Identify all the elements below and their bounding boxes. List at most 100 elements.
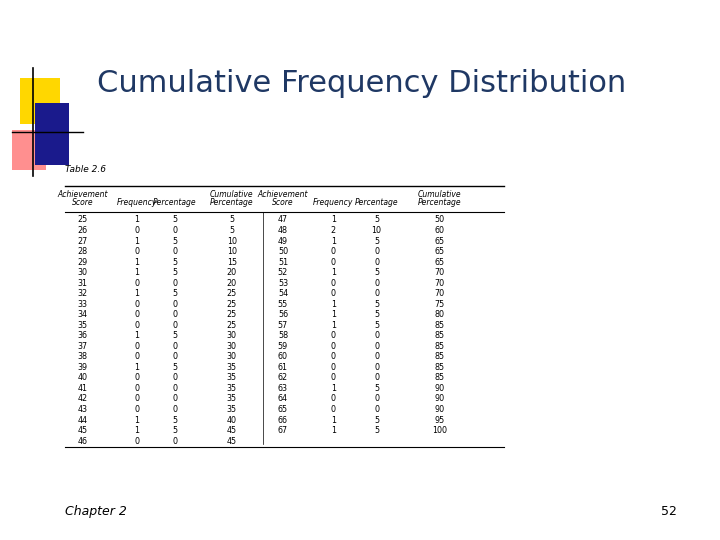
- Text: 44: 44: [78, 416, 88, 424]
- Text: 48: 48: [278, 226, 288, 235]
- Text: 0: 0: [374, 247, 379, 256]
- Text: 49: 49: [278, 237, 288, 246]
- Text: 60: 60: [278, 353, 288, 361]
- Text: 80: 80: [434, 310, 444, 319]
- Text: 20: 20: [227, 268, 237, 277]
- Text: Cumulative Frequency Distribution: Cumulative Frequency Distribution: [97, 69, 626, 98]
- Text: 70: 70: [434, 268, 444, 277]
- Text: 90: 90: [434, 384, 444, 393]
- Text: 0: 0: [135, 279, 139, 288]
- Text: 85: 85: [434, 342, 444, 351]
- Text: Frequency: Frequency: [117, 198, 157, 207]
- Text: 2: 2: [330, 226, 336, 235]
- Text: 55: 55: [278, 300, 288, 309]
- Text: 0: 0: [374, 405, 379, 414]
- Text: 1: 1: [135, 416, 139, 424]
- Text: 25: 25: [227, 321, 237, 330]
- Text: 0: 0: [331, 374, 336, 382]
- Text: 1: 1: [135, 289, 139, 298]
- Bar: [35, 103, 69, 165]
- Text: 10: 10: [227, 247, 237, 256]
- Text: 70: 70: [434, 289, 444, 298]
- Text: 5: 5: [172, 237, 178, 246]
- Text: 50: 50: [434, 215, 444, 225]
- Text: 51: 51: [278, 258, 288, 267]
- Text: 0: 0: [173, 436, 177, 446]
- Text: 0: 0: [331, 363, 336, 372]
- Text: 5: 5: [374, 384, 379, 393]
- Text: 0: 0: [331, 342, 336, 351]
- Text: 5: 5: [374, 416, 379, 424]
- Text: 10: 10: [227, 237, 237, 246]
- Text: 0: 0: [173, 405, 177, 414]
- Text: 0: 0: [374, 363, 379, 372]
- Text: Percentage: Percentage: [355, 198, 398, 207]
- Text: 1: 1: [331, 384, 336, 393]
- Text: 0: 0: [173, 384, 177, 393]
- Text: 85: 85: [434, 363, 444, 372]
- Text: 0: 0: [173, 300, 177, 309]
- Text: 30: 30: [227, 353, 237, 361]
- Text: 65: 65: [434, 237, 444, 246]
- Text: 0: 0: [173, 226, 177, 235]
- Text: Score: Score: [72, 198, 94, 207]
- Text: 0: 0: [331, 289, 336, 298]
- Text: 5: 5: [172, 416, 178, 424]
- Text: 1: 1: [135, 426, 139, 435]
- Text: 0: 0: [173, 394, 177, 403]
- Text: 25: 25: [227, 300, 237, 309]
- Text: Percentage: Percentage: [210, 198, 253, 207]
- Text: 61: 61: [278, 363, 288, 372]
- Text: 40: 40: [227, 416, 237, 424]
- Text: 85: 85: [434, 332, 444, 340]
- Text: 35: 35: [227, 384, 237, 393]
- Text: 63: 63: [278, 384, 288, 393]
- Text: 0: 0: [135, 353, 139, 361]
- Text: 5: 5: [172, 332, 178, 340]
- Text: 95: 95: [434, 416, 444, 424]
- Text: 1: 1: [331, 268, 336, 277]
- Text: 37: 37: [78, 342, 88, 351]
- Text: 10: 10: [372, 226, 382, 235]
- Text: 1: 1: [135, 363, 139, 372]
- Text: 58: 58: [278, 332, 288, 340]
- Bar: [12, 130, 46, 170]
- Text: 85: 85: [434, 353, 444, 361]
- Text: 5: 5: [172, 363, 178, 372]
- Text: 5: 5: [172, 215, 178, 225]
- Text: 100: 100: [432, 426, 446, 435]
- Text: 1: 1: [135, 268, 139, 277]
- Text: 90: 90: [434, 394, 444, 403]
- Text: 0: 0: [374, 394, 379, 403]
- Text: 47: 47: [278, 215, 288, 225]
- Text: 28: 28: [78, 247, 88, 256]
- Text: 5: 5: [374, 426, 379, 435]
- Text: 45: 45: [227, 436, 237, 446]
- Text: 52: 52: [661, 505, 677, 518]
- Text: 33: 33: [78, 300, 88, 309]
- Text: 0: 0: [135, 321, 139, 330]
- Text: 0: 0: [135, 405, 139, 414]
- Text: 5: 5: [172, 268, 178, 277]
- Text: 34: 34: [78, 310, 88, 319]
- Text: 32: 32: [78, 289, 88, 298]
- Text: 39: 39: [78, 363, 88, 372]
- Text: 0: 0: [173, 279, 177, 288]
- Text: 0: 0: [135, 310, 139, 319]
- Text: 0: 0: [173, 247, 177, 256]
- Text: 1: 1: [331, 416, 336, 424]
- Text: 45: 45: [227, 426, 237, 435]
- Text: 0: 0: [173, 321, 177, 330]
- Text: 35: 35: [227, 363, 237, 372]
- Text: 0: 0: [374, 353, 379, 361]
- Text: 50: 50: [278, 247, 288, 256]
- Text: 43: 43: [78, 405, 88, 414]
- Text: 5: 5: [229, 215, 235, 225]
- Text: 65: 65: [278, 405, 288, 414]
- Text: 52: 52: [278, 268, 288, 277]
- Text: 30: 30: [227, 342, 237, 351]
- Text: 27: 27: [78, 237, 88, 246]
- Text: 41: 41: [78, 384, 88, 393]
- Text: 25: 25: [78, 215, 88, 225]
- Text: 0: 0: [374, 342, 379, 351]
